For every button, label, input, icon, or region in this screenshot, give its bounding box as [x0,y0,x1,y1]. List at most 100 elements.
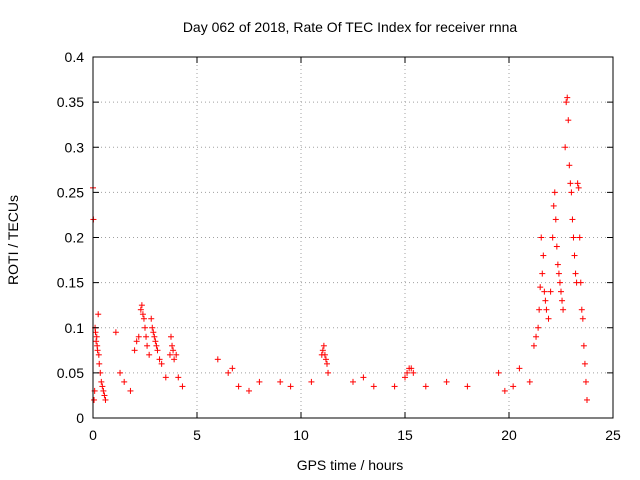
x-axis: 0 5 10 15 20 25 [89,57,621,443]
y-tick-label: 0.05 [57,365,84,381]
y-tick-label: 0.2 [65,230,85,246]
data-point [151,333,158,340]
data-point [554,261,561,268]
data-point [95,311,102,318]
grid [93,57,613,418]
data-point [96,360,103,367]
data-point [93,338,100,345]
data-point [579,315,586,322]
data-point [170,347,177,354]
data-point [308,378,315,385]
data-point [148,315,155,322]
data-point [549,234,556,241]
data-point [102,396,109,403]
y-tick-label: 0.35 [57,94,84,110]
x-tick-label: 0 [89,427,97,443]
data-point [501,387,508,394]
data-point [158,360,165,367]
data-point [156,356,163,363]
data-point [214,356,221,363]
data-point [154,347,161,354]
data-point [101,392,108,399]
data-point [98,378,105,385]
data-point [135,333,142,340]
data-point [568,189,575,196]
data-point [137,306,144,313]
data-point [402,374,408,381]
data-point [404,369,411,376]
data-point [370,383,377,390]
x-tick-label: 10 [293,427,309,443]
chart-title: Day 062 of 2018, Rate Of TEC Index for r… [183,19,518,35]
y-tick-label: 0 [76,410,84,426]
data-point [150,329,157,336]
data-point [149,324,156,331]
y-axis-title: ROTI / TECUs [5,195,21,285]
data-point [575,184,582,191]
data-point [325,369,332,376]
data-point [577,279,584,286]
data-point [567,180,574,187]
data-point [540,252,547,259]
y-tick-label: 0.4 [65,49,85,65]
y-tick-label: 0.15 [57,275,84,291]
data-point [516,365,523,372]
data-point [152,338,159,345]
data-point [277,378,284,385]
data-point [93,333,100,340]
data-points [90,94,590,403]
data-point [510,383,517,390]
data-point [570,234,577,241]
data-point [550,202,557,209]
data-point [558,288,564,295]
data-point [153,342,160,349]
data-point [324,360,330,367]
data-point [538,234,545,241]
x-tick-label: 20 [501,427,517,443]
y-tick-label: 0.25 [57,184,84,200]
data-point [565,117,572,124]
data-point [350,378,356,385]
data-point [582,378,589,385]
data-point [162,374,169,381]
data-point [526,378,533,385]
data-point [556,279,563,286]
data-point [555,270,562,277]
data-point [95,351,102,358]
data-point [551,189,558,196]
data-point [541,288,548,295]
y-tick-label: 0.3 [65,139,85,155]
data-point [235,383,242,390]
data-point [543,306,550,313]
data-point [171,356,178,363]
data-point [138,302,145,309]
data-point [131,347,138,354]
data-point [408,365,415,372]
data-point [559,297,566,304]
x-axis-title: GPS time / hours [297,457,404,473]
data-point [179,383,186,390]
data-point [569,216,576,223]
data-point [495,369,502,376]
data-point [91,396,98,403]
data-point [100,387,107,394]
data-point [584,396,590,403]
data-point [117,369,124,376]
data-point [581,360,588,367]
data-point [322,356,329,363]
data-point [99,383,106,390]
data-point [169,342,176,349]
data-point [410,369,417,376]
data-point [576,234,583,241]
data-point [321,351,328,358]
data-point [552,216,559,223]
data-point [94,347,101,354]
data-point [539,270,546,277]
data-point [537,284,544,291]
data-point [530,342,537,349]
x-tick-label: 15 [397,427,413,443]
x-tick-label: 5 [193,427,201,443]
x-tick-label: 25 [605,427,621,443]
data-point [320,342,327,349]
